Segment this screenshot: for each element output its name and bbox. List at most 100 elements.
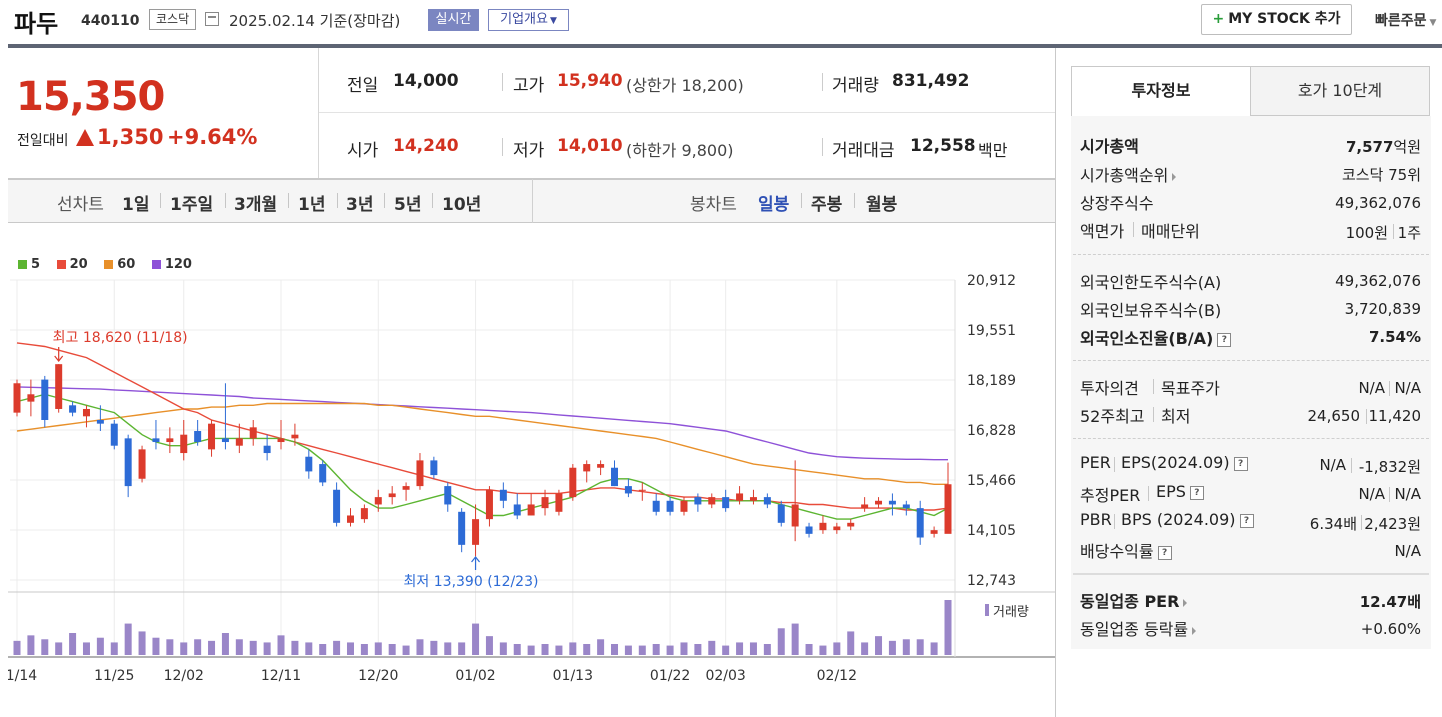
candle-body	[569, 467, 577, 498]
period-3m[interactable]: 3개월	[234, 195, 278, 215]
candle-body	[333, 489, 341, 523]
candle-body	[875, 500, 883, 505]
separator	[1366, 409, 1367, 424]
opinion-value: N/A	[1358, 379, 1385, 397]
volume-bar	[944, 600, 952, 655]
realtime-button[interactable]: 실시간	[428, 9, 479, 31]
help-icon[interactable]: ?	[1157, 545, 1172, 560]
ma-legend: 5 20 60 120	[18, 257, 204, 272]
volume-bar	[430, 640, 438, 655]
ma5-legend: 5	[18, 257, 40, 272]
volume-bar	[749, 642, 757, 655]
candle-body	[13, 383, 21, 413]
help-icon[interactable]: ?	[1217, 332, 1232, 347]
sector-rate-text: 동일업종 등락률	[1080, 620, 1189, 639]
foreign-hold-value: 3,720,839	[1344, 300, 1421, 318]
sector-rate-label[interactable]: 동일업종 등락률	[1080, 616, 1197, 640]
caret-right-icon	[1172, 172, 1177, 181]
candle-body	[736, 493, 744, 501]
volume-bar	[69, 633, 77, 655]
volume-bar	[305, 642, 313, 655]
candle-monthly[interactable]: 월봉	[866, 195, 898, 215]
volume-bar	[680, 642, 688, 655]
target-price-value: N/A	[1394, 379, 1421, 397]
y-tick-label: 14,105	[967, 523, 1016, 539]
candle-body	[847, 522, 855, 527]
y-tick-label: 12,743	[967, 573, 1016, 589]
candle-body	[791, 504, 799, 527]
period-3y[interactable]: 3년	[346, 195, 374, 215]
quick-order-button[interactable]: 빠른주문 ▼	[1375, 10, 1436, 30]
candle-body	[583, 464, 591, 472]
caret-right-icon	[1192, 626, 1197, 635]
volume-bar	[569, 642, 577, 655]
candle-body	[27, 394, 35, 402]
candle-weekly[interactable]: 주봉	[811, 195, 843, 215]
volume-bar	[319, 644, 327, 655]
sector-per-value: 12.47배	[1359, 593, 1421, 611]
add-my-stock-label: MY STOCK 추가	[1228, 11, 1341, 27]
volume-bar	[791, 623, 799, 655]
market-cap-rank: 코스닥 75위	[1341, 166, 1421, 184]
amount-value: 12,558	[910, 136, 976, 156]
volume-bar	[777, 628, 785, 655]
legend-swatch	[18, 260, 27, 269]
divider	[319, 112, 1055, 113]
volume-legend-label: 거래량	[993, 605, 1029, 620]
candle-daily[interactable]: 일봉	[758, 195, 790, 215]
volume-bar	[110, 642, 118, 655]
price-chart[interactable]: 20,912 19,551 18,189 16,828 15,466 14,105 12,7…	[8, 270, 1055, 690]
volume-bar	[235, 639, 243, 655]
section-divider	[1073, 254, 1429, 255]
separator	[801, 193, 802, 208]
help-icon[interactable]: ?	[1189, 485, 1204, 500]
separator	[1351, 458, 1352, 473]
volume-bar	[138, 631, 146, 655]
est-eps-label-text: EPS	[1156, 482, 1186, 501]
period-1y[interactable]: 1년	[298, 195, 326, 215]
volume-bar	[819, 645, 827, 655]
market-cap-rank-label[interactable]: 시가총액순위	[1080, 162, 1177, 186]
add-my-stock-button[interactable]: + MY STOCK 추가	[1201, 4, 1352, 35]
tab-order-book[interactable]: 호가 10단계	[1250, 66, 1430, 116]
volume-bar	[736, 642, 744, 655]
x-tick-label: 01/22	[650, 668, 690, 684]
period-1w[interactable]: 1주일	[170, 195, 214, 215]
candle-body	[888, 500, 896, 505]
target-price-label: 목표주가	[1161, 379, 1220, 398]
candle-body	[763, 497, 771, 505]
amount-label: 거래대금	[832, 141, 895, 161]
help-icon[interactable]: ?	[1239, 513, 1254, 528]
line-chart-label: 선차트	[57, 195, 104, 215]
separator	[502, 73, 503, 91]
header-divider	[8, 44, 1442, 48]
candle-body	[555, 493, 563, 512]
volume-bar	[27, 635, 35, 655]
low52-label: 최저	[1161, 407, 1191, 426]
par-label: 액면가	[1080, 222, 1125, 241]
volume-bar	[485, 636, 493, 655]
dividend-value: N/A	[1394, 542, 1421, 560]
tab-invest-info[interactable]: 투자정보	[1071, 66, 1251, 116]
per-label: PER	[1080, 453, 1111, 472]
volume-bar	[652, 644, 660, 655]
prev-close-label: 전일	[347, 76, 379, 96]
legend-label: 60	[117, 257, 136, 272]
par-value: 100원	[1345, 224, 1388, 242]
candle-body	[944, 484, 952, 534]
bps-label-text: BPS (2024.09)	[1121, 510, 1236, 529]
period-5y[interactable]: 5년	[394, 195, 422, 215]
section-divider	[1073, 438, 1429, 439]
current-price: 15,350	[16, 74, 165, 120]
sector-per-label[interactable]: 동일업종 PER	[1080, 588, 1188, 612]
volume-bar	[638, 645, 646, 655]
period-10y[interactable]: 10년	[442, 195, 482, 215]
period-1d[interactable]: 1일	[122, 195, 150, 215]
volume-bar	[527, 645, 535, 655]
help-icon[interactable]: ?	[1233, 456, 1248, 471]
company-info-dropdown[interactable]: 기업개요 ▼	[488, 9, 569, 31]
market-cap-number: 7,577	[1345, 138, 1394, 156]
candle-body	[41, 379, 49, 420]
candle-body	[513, 504, 521, 516]
volume-bar	[360, 644, 368, 655]
